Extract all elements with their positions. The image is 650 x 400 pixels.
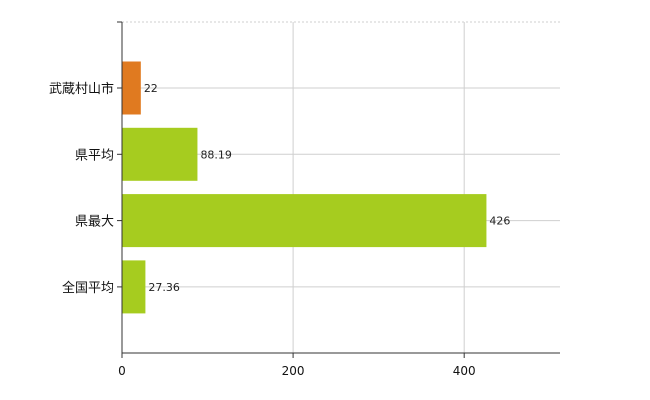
bar-0 bbox=[122, 61, 141, 115]
data-label-0: 22 bbox=[144, 82, 158, 95]
x-tick-label-400: 400 bbox=[453, 364, 476, 378]
bar-1 bbox=[122, 127, 198, 181]
data-label-1: 88.19 bbox=[200, 148, 232, 161]
x-tick-label-200: 200 bbox=[282, 364, 305, 378]
category-label-1: 県平均 bbox=[75, 148, 114, 163]
bar-2 bbox=[122, 194, 487, 248]
data-label-3: 27.36 bbox=[148, 281, 180, 294]
bar-3 bbox=[122, 260, 146, 314]
axis-layer bbox=[117, 21, 560, 358]
category-label-2: 県最大 bbox=[75, 215, 114, 230]
category-label-3: 全国平均 bbox=[62, 280, 114, 296]
x-tick-label-0: 0 bbox=[118, 364, 126, 378]
data-label-2: 426 bbox=[489, 215, 510, 228]
grid-layer bbox=[122, 21, 560, 353]
bar-layer bbox=[122, 61, 487, 314]
category-label-0: 武蔵村山市 bbox=[49, 81, 114, 97]
